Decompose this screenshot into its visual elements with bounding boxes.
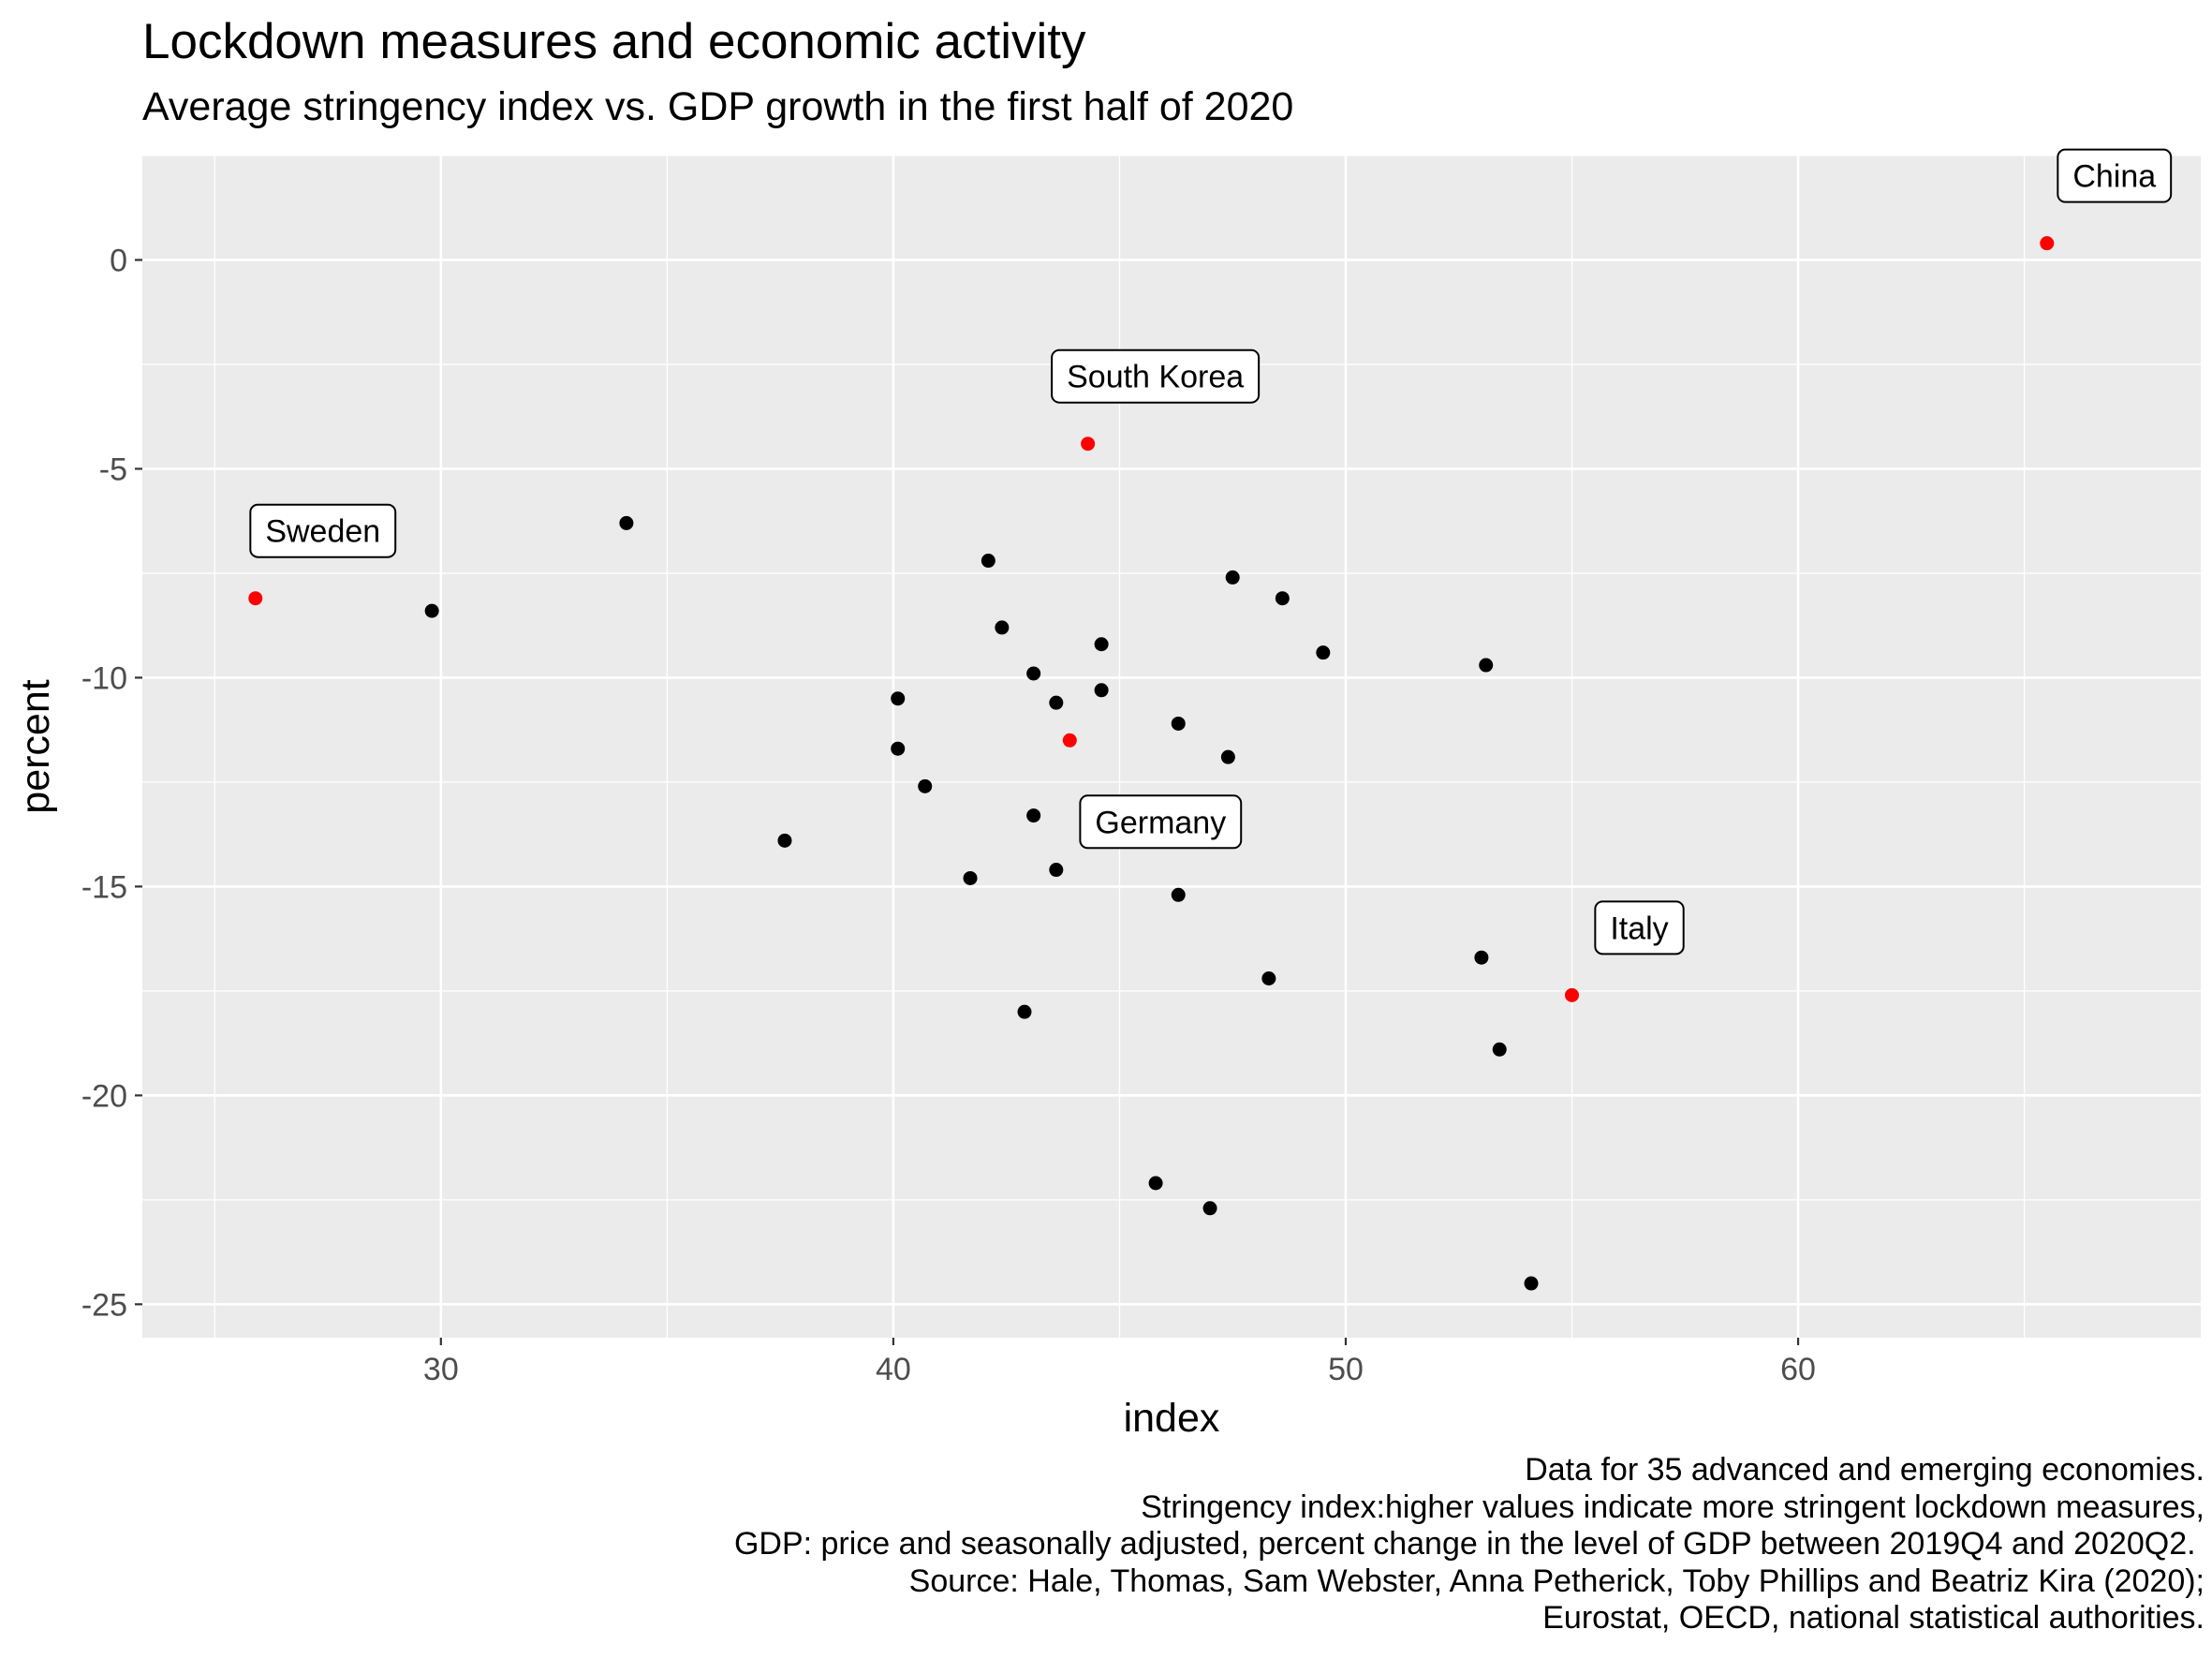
highlight-point (1565, 987, 1580, 1002)
plot-panel (142, 156, 2201, 1338)
point-label: South Korea (1051, 348, 1261, 404)
caption-line: Data for 35 advanced and emerging econom… (1525, 1452, 2205, 1488)
axis-tick-labels: 30 40 50 60 0 -5 -10 -15 -20 -25 (81, 243, 1816, 1387)
data-point (1148, 1176, 1163, 1191)
point-label: Italy (1594, 900, 1685, 955)
highlight-point (248, 591, 263, 606)
data-point (995, 620, 1010, 635)
data-point (1316, 645, 1331, 660)
point-labels: Sweden South Korea Germany Italy China (249, 148, 2173, 955)
y-tick-label: -5 (99, 452, 127, 487)
chart-title: Lockdown measures and economic activity (142, 14, 1086, 69)
data-point (891, 691, 906, 706)
highlight-point (1081, 437, 1096, 452)
point-label: Sweden (249, 503, 397, 558)
data-point (1049, 863, 1064, 878)
data-point (1026, 808, 1041, 823)
data-point (1094, 637, 1109, 652)
data-point (1524, 1276, 1539, 1291)
point-label-box (1079, 794, 1243, 850)
x-axis-label: index (1124, 1396, 1220, 1441)
x-tick-label: 30 (423, 1352, 459, 1387)
x-tick-label: 60 (1780, 1352, 1816, 1387)
point-label: Germany (1079, 794, 1243, 850)
caption-line: Eurostat, OECD, national statistical aut… (1542, 1600, 2205, 1636)
data-point (1094, 683, 1109, 698)
data-point (619, 515, 634, 530)
data-point (963, 870, 978, 885)
highlight-point (1062, 733, 1077, 748)
point-label-text: Germany (1095, 805, 1226, 840)
y-tick-label: 0 (110, 243, 127, 278)
point-label: China (2057, 148, 2173, 203)
data-point (1171, 716, 1186, 731)
chart-subtitle: Average stringency index vs. GDP growth … (142, 84, 1294, 129)
y-tick-label: -10 (81, 660, 127, 696)
data-point (1474, 950, 1489, 965)
data-point (777, 833, 792, 848)
data-point (1275, 591, 1290, 606)
caption-line: Stringency index:higher values indicate … (1141, 1489, 2205, 1525)
data-point (1171, 887, 1186, 902)
point-label-text: South Korea (1067, 360, 1244, 395)
major-gridlines (142, 156, 2201, 1338)
data-point (1225, 570, 1240, 585)
data-point (918, 778, 933, 793)
data-point (1026, 666, 1041, 681)
chart-caption: Data for 35 advanced and emerging econom… (734, 1452, 2205, 1637)
point-label-box (2057, 148, 2173, 203)
y-axis-label: percent (13, 679, 58, 813)
point-label-box (1594, 900, 1685, 955)
data-point (424, 603, 439, 618)
data-point (1492, 1042, 1507, 1057)
point-label-text: Italy (1610, 911, 1668, 946)
data-point (1479, 658, 1494, 673)
axis-ticks (135, 259, 1800, 1345)
y-tick-label: -25 (81, 1287, 127, 1323)
data-point (981, 554, 995, 569)
data-point (1261, 970, 1276, 985)
data-point (1049, 695, 1064, 710)
caption-line: GDP: price and seasonally adjusted, perc… (733, 1526, 2205, 1562)
point-label-text: China (2072, 159, 2156, 195)
data-point (1202, 1201, 1217, 1216)
point-label-text: Sweden (265, 514, 380, 550)
point-label-box (1051, 348, 1261, 404)
data-points (248, 236, 2055, 1291)
data-point (891, 741, 906, 756)
caption-line: Source: Hale, Thomas, Sam Webster, Anna … (908, 1563, 2205, 1599)
y-tick-label: -15 (81, 869, 127, 905)
x-tick-label: 50 (1328, 1352, 1364, 1387)
minor-gridlines (142, 155, 2201, 1338)
x-tick-label: 40 (876, 1352, 911, 1387)
y-tick-label: -20 (81, 1078, 127, 1114)
point-label-box (249, 503, 397, 558)
highlight-point (2040, 236, 2055, 251)
data-point (1017, 1004, 1032, 1019)
data-point (1220, 749, 1235, 764)
